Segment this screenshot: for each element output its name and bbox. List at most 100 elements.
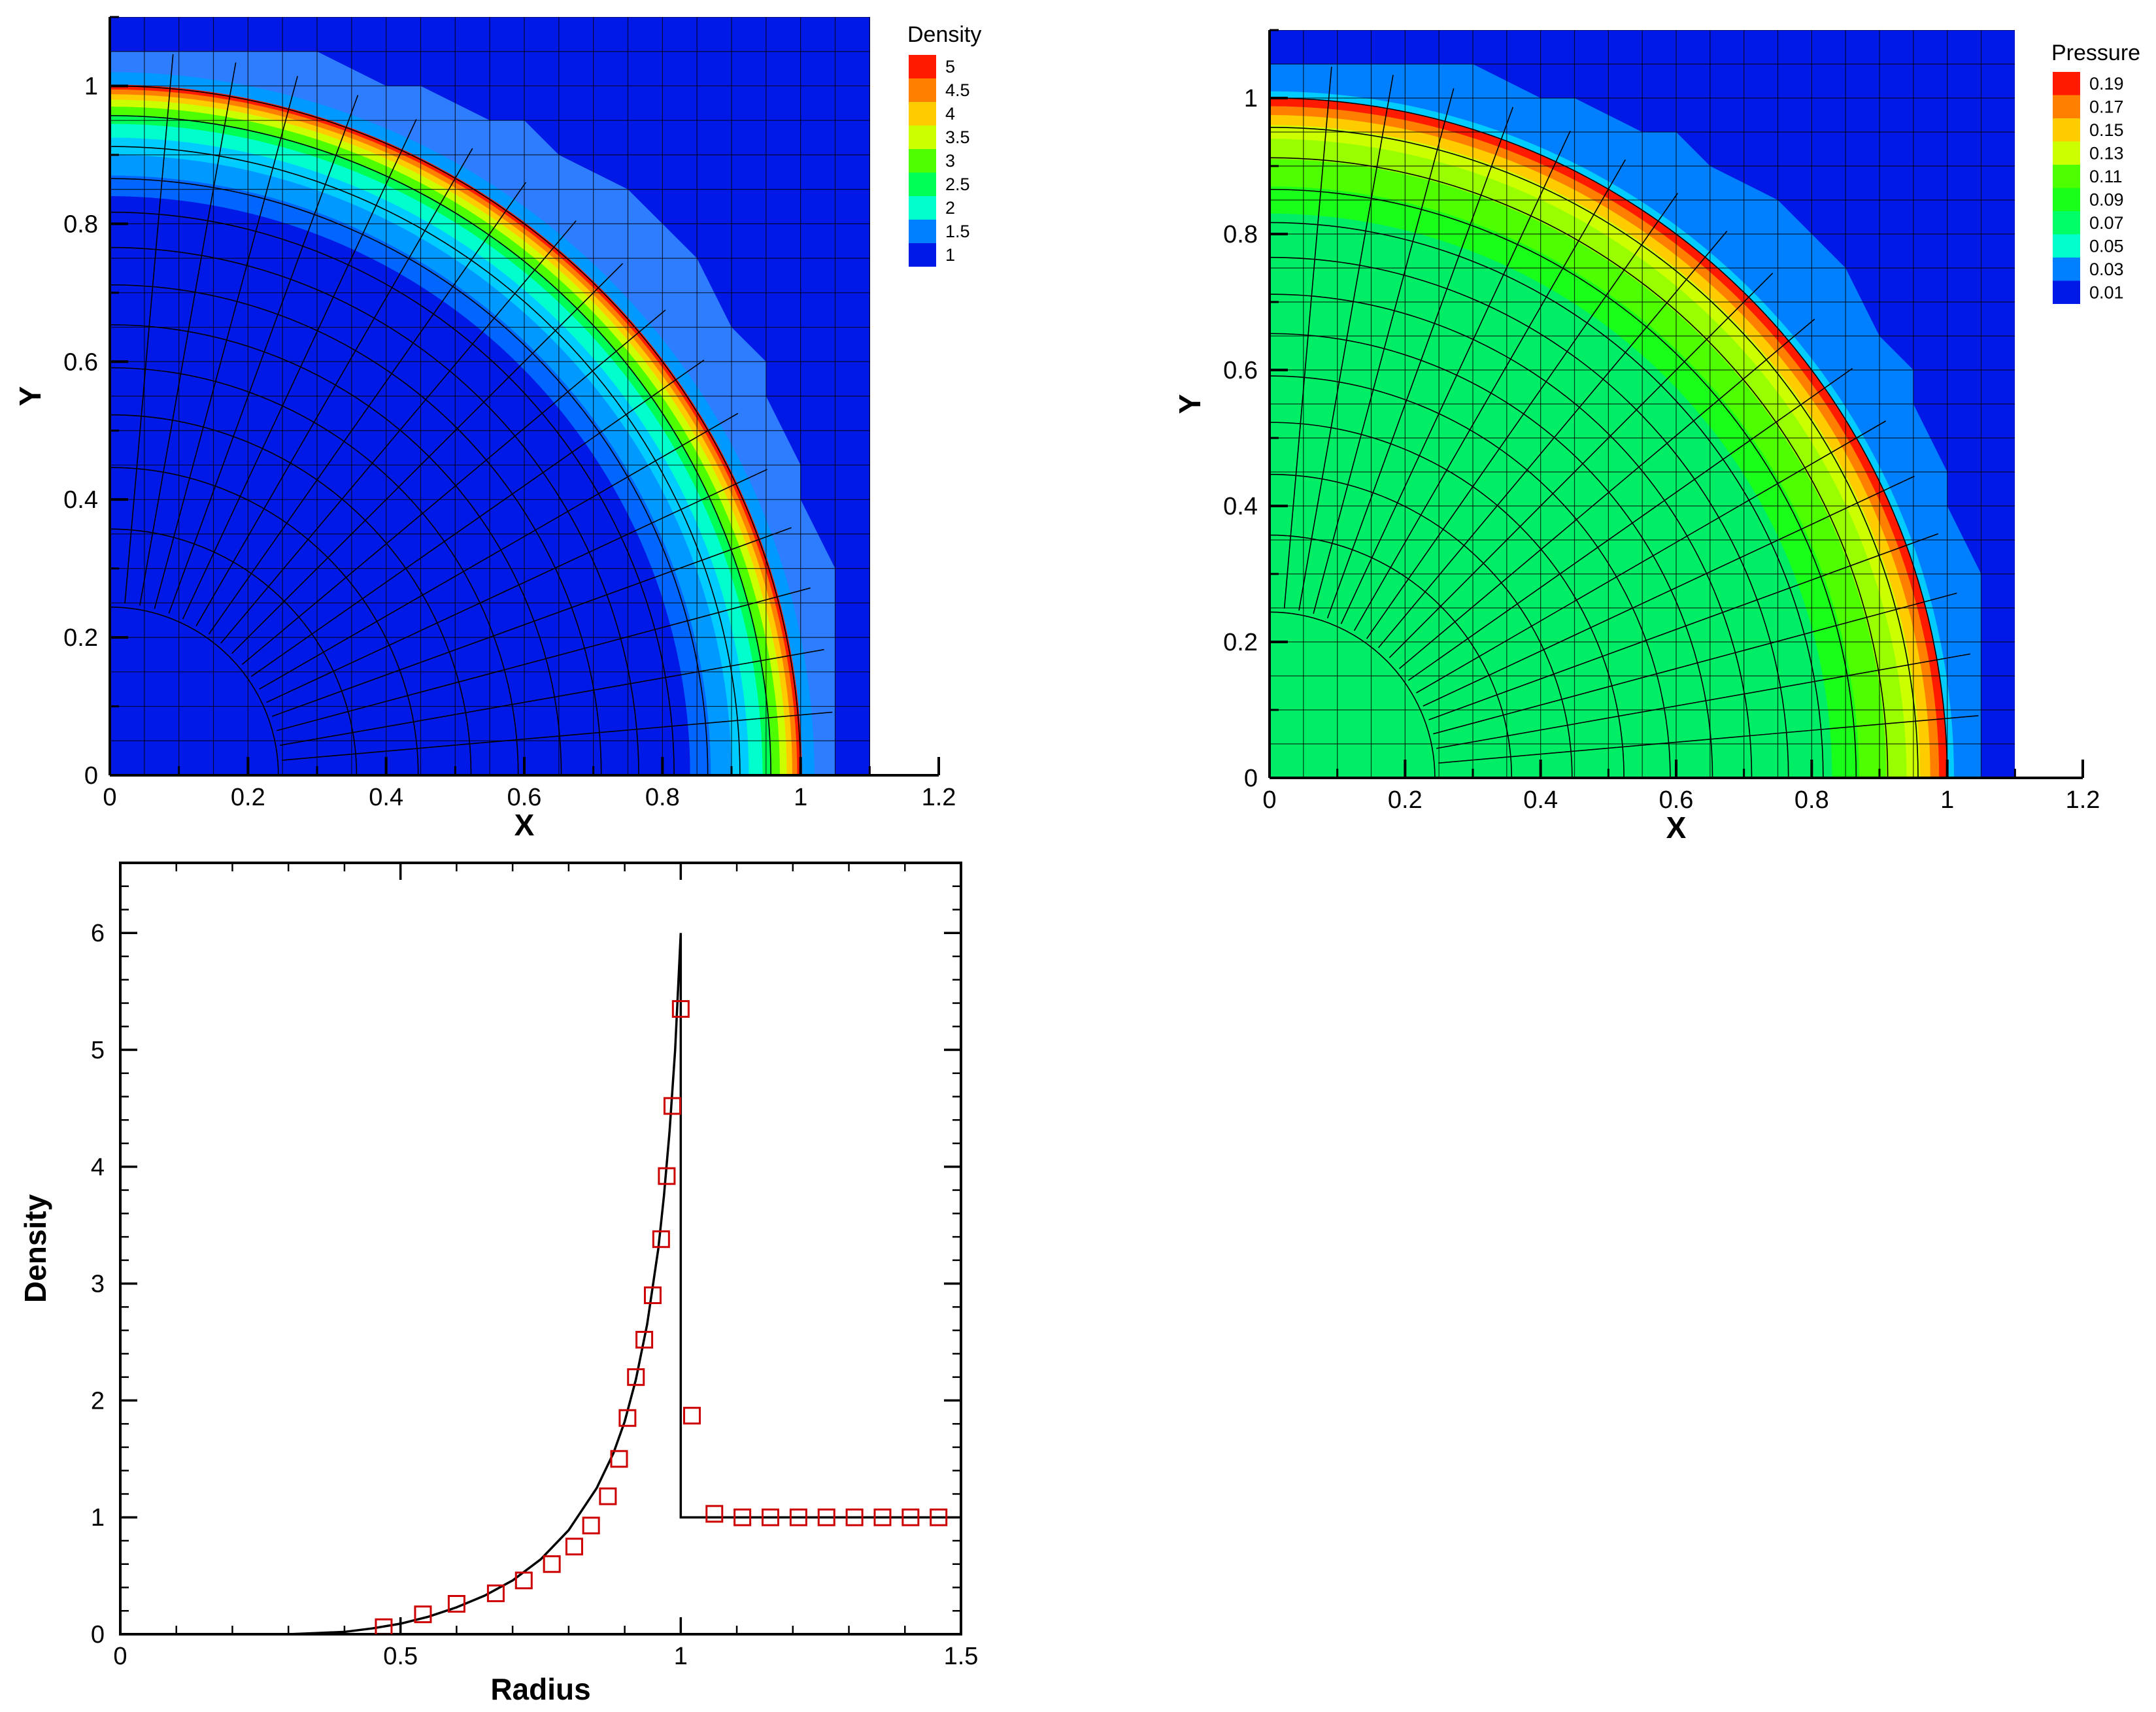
density-radius-panel: 0 0.5 1 1.5 0 1 2 3 4 5 6 Radius Density (18, 862, 979, 1706)
y-tick-label: 0 (84, 762, 98, 790)
x-tick-label: 0.5 (383, 1643, 418, 1670)
data-marker (671, 999, 690, 1018)
legend-swatch (909, 196, 936, 220)
data-marker (375, 1618, 393, 1634)
legend-label: 0.13 (2089, 143, 2124, 163)
y-tick-label: 0 (91, 1621, 105, 1649)
legend-label: 4 (945, 104, 955, 124)
mesh-radial (241, 309, 666, 665)
mesh-radial (195, 148, 473, 627)
y-tick-label: 0.2 (63, 624, 98, 652)
data-marker (652, 1230, 670, 1249)
y-axis-title: Density (18, 1194, 52, 1303)
legend-label: 0.01 (2089, 282, 2124, 302)
pressure-mesh-lines (1270, 30, 2015, 778)
mesh-radial (1416, 420, 1887, 694)
mesh-radial (154, 76, 298, 609)
mesh-radial (250, 360, 705, 677)
legend-swatch (909, 102, 936, 126)
mesh-radial (124, 54, 174, 604)
x-tick-label: 1.5 (944, 1643, 979, 1670)
legend-label: 5 (945, 57, 955, 76)
mesh-radial (1433, 592, 1957, 735)
mesh-radial (1366, 193, 1678, 639)
legend-swatch (2053, 95, 2080, 118)
legend-swatch (909, 78, 936, 102)
density-contour-panel: 0 0.2 0.4 0.6 0.8 1 1.2 0 0.2 0.4 0.6 0.… (13, 16, 981, 842)
pressure-legend: Pressure 0.19 0.17 0.15 0.13 0.11 0.09 0.07 0.0… (2051, 41, 2140, 304)
y-tick-label: 0.4 (1223, 493, 1258, 520)
x-axis-title: X (514, 808, 535, 842)
mesh-radial (1340, 130, 1571, 624)
data-marker (486, 1584, 505, 1602)
legend-label: 0.03 (2089, 260, 2124, 279)
y-tick-label: 2 (91, 1387, 105, 1415)
data-marker (627, 1368, 645, 1386)
data-marker (618, 1409, 637, 1427)
mesh-radial (139, 62, 237, 606)
legend-swatch (2053, 188, 2080, 211)
y-tick-label: 6 (91, 920, 105, 947)
legend-swatch (909, 220, 936, 243)
x-tick-label: 1 (1940, 786, 1954, 814)
density-axes: 0 0.2 0.4 0.6 0.8 1 1.2 0 0.2 0.4 0.6 0.… (13, 16, 956, 842)
legend-label: 0.11 (2089, 167, 2123, 186)
y-tick-label: 0.4 (63, 486, 98, 514)
mesh-radial (271, 527, 792, 717)
plot-frame (119, 862, 962, 1636)
mesh-radial (1428, 533, 1939, 720)
data-marker (610, 1450, 628, 1468)
data-marker (565, 1537, 583, 1556)
legend-label: 1.5 (945, 222, 970, 241)
mesh-radial (1326, 107, 1514, 618)
mesh-radial (266, 469, 767, 703)
x-tick-label: 0 (103, 784, 116, 811)
x-tick-label: 0 (1262, 786, 1276, 814)
y-tick-label: 1 (91, 1504, 105, 1532)
legend-title: Pressure (2051, 41, 2140, 65)
mesh-radial (1389, 273, 1774, 658)
data-marker (658, 1167, 676, 1185)
legend-swatch (2053, 280, 2080, 304)
density-legend: Density 5 4.5 4 3.5 3 2.5 2 1.5 1 (907, 22, 981, 267)
data-marker (635, 1330, 654, 1349)
x-tick-label: 0.6 (1659, 786, 1694, 814)
mesh-arc (110, 606, 279, 775)
data-marker (930, 1508, 948, 1526)
legend-swatch (909, 149, 936, 173)
data-marker (845, 1508, 864, 1526)
legend-label: 3 (945, 151, 955, 171)
data-marker (817, 1508, 835, 1526)
mesh-radial (1298, 75, 1394, 611)
data-marker (762, 1508, 780, 1526)
x-tick-label: 1 (794, 784, 807, 811)
legend-label: 0.17 (2089, 97, 2124, 116)
exact-solution-line (120, 933, 961, 1634)
x-axis-title: X (1666, 811, 1687, 845)
legend-label: 2 (945, 198, 955, 218)
x-tick-label: 0.8 (1794, 786, 1829, 814)
mesh-radial (182, 119, 417, 620)
mesh-radial (231, 263, 624, 654)
legend-label: 4.5 (945, 80, 970, 100)
y-tick-label: 0.6 (63, 348, 98, 376)
x-tick-label: 0.6 (507, 784, 542, 811)
legend-swatch (2053, 118, 2080, 142)
legend-swatch (2053, 72, 2080, 95)
legend-swatch (2053, 165, 2080, 188)
y-tick-label: 0 (1244, 765, 1258, 792)
legend-swatch (2053, 234, 2080, 258)
legend-swatch (909, 243, 936, 267)
legend-label: 2.5 (945, 175, 970, 194)
data-marker (682, 1407, 701, 1425)
y-tick-label: 4 (91, 1154, 105, 1181)
mesh-radial (168, 95, 359, 614)
data-marker (873, 1508, 892, 1526)
data-marker (733, 1508, 752, 1526)
y-axis-title: Y (1173, 394, 1207, 414)
mesh-radial (1377, 230, 1728, 648)
data-marker (599, 1487, 617, 1505)
y-tick-label: 0.2 (1223, 629, 1258, 656)
mesh-radial (259, 412, 739, 690)
